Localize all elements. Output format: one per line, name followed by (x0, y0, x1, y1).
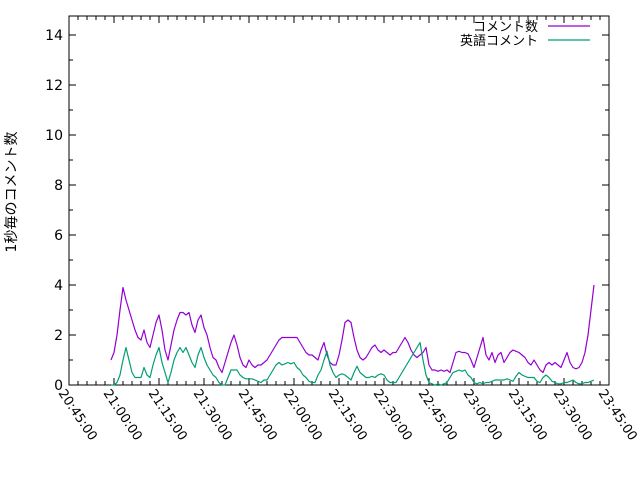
series-line-english-comments (111, 341, 595, 386)
x-tick-label: 23:00:00 (460, 387, 505, 444)
x-tick-label: 23:45:00 (595, 387, 640, 444)
plot-border (68, 15, 610, 386)
x-tick-label: 22:30:00 (370, 387, 415, 444)
y-tick-label: 6 (54, 228, 63, 244)
y-axis-title: 1秒毎のコメント数 (4, 132, 20, 253)
x-tick-label: 23:30:00 (550, 387, 595, 444)
y-tick-label: 14 (45, 28, 63, 44)
y-tick-label: 2 (54, 328, 63, 344)
legend-label-comments: コメント数 (473, 20, 538, 35)
y-tick-label: 4 (54, 278, 63, 294)
x-tick-label: 21:45:00 (235, 387, 280, 444)
legend-label-english-comments: 英語コメント (460, 33, 538, 49)
y-tick-label: 12 (45, 78, 63, 94)
y-tick-label: 0 (54, 378, 63, 394)
x-tick-label: 22:45:00 (415, 387, 460, 444)
y-tick-label: 8 (54, 178, 63, 194)
y-tick-label: 10 (45, 128, 63, 144)
x-tick-label: 22:00:00 (280, 387, 325, 444)
x-tick-label: 21:00:00 (100, 387, 145, 444)
x-tick-label: 21:30:00 (190, 387, 235, 444)
x-tick-label: 21:15:00 (145, 387, 190, 444)
x-tick-label: 22:15:00 (325, 387, 370, 444)
legend: コメント数 英語コメント (460, 20, 590, 49)
x-tick-label: 20:45:00 (55, 387, 100, 444)
series-line-comments (110, 284, 595, 374)
x-tick-label: 23:15:00 (505, 387, 550, 444)
series-lines (110, 284, 595, 386)
